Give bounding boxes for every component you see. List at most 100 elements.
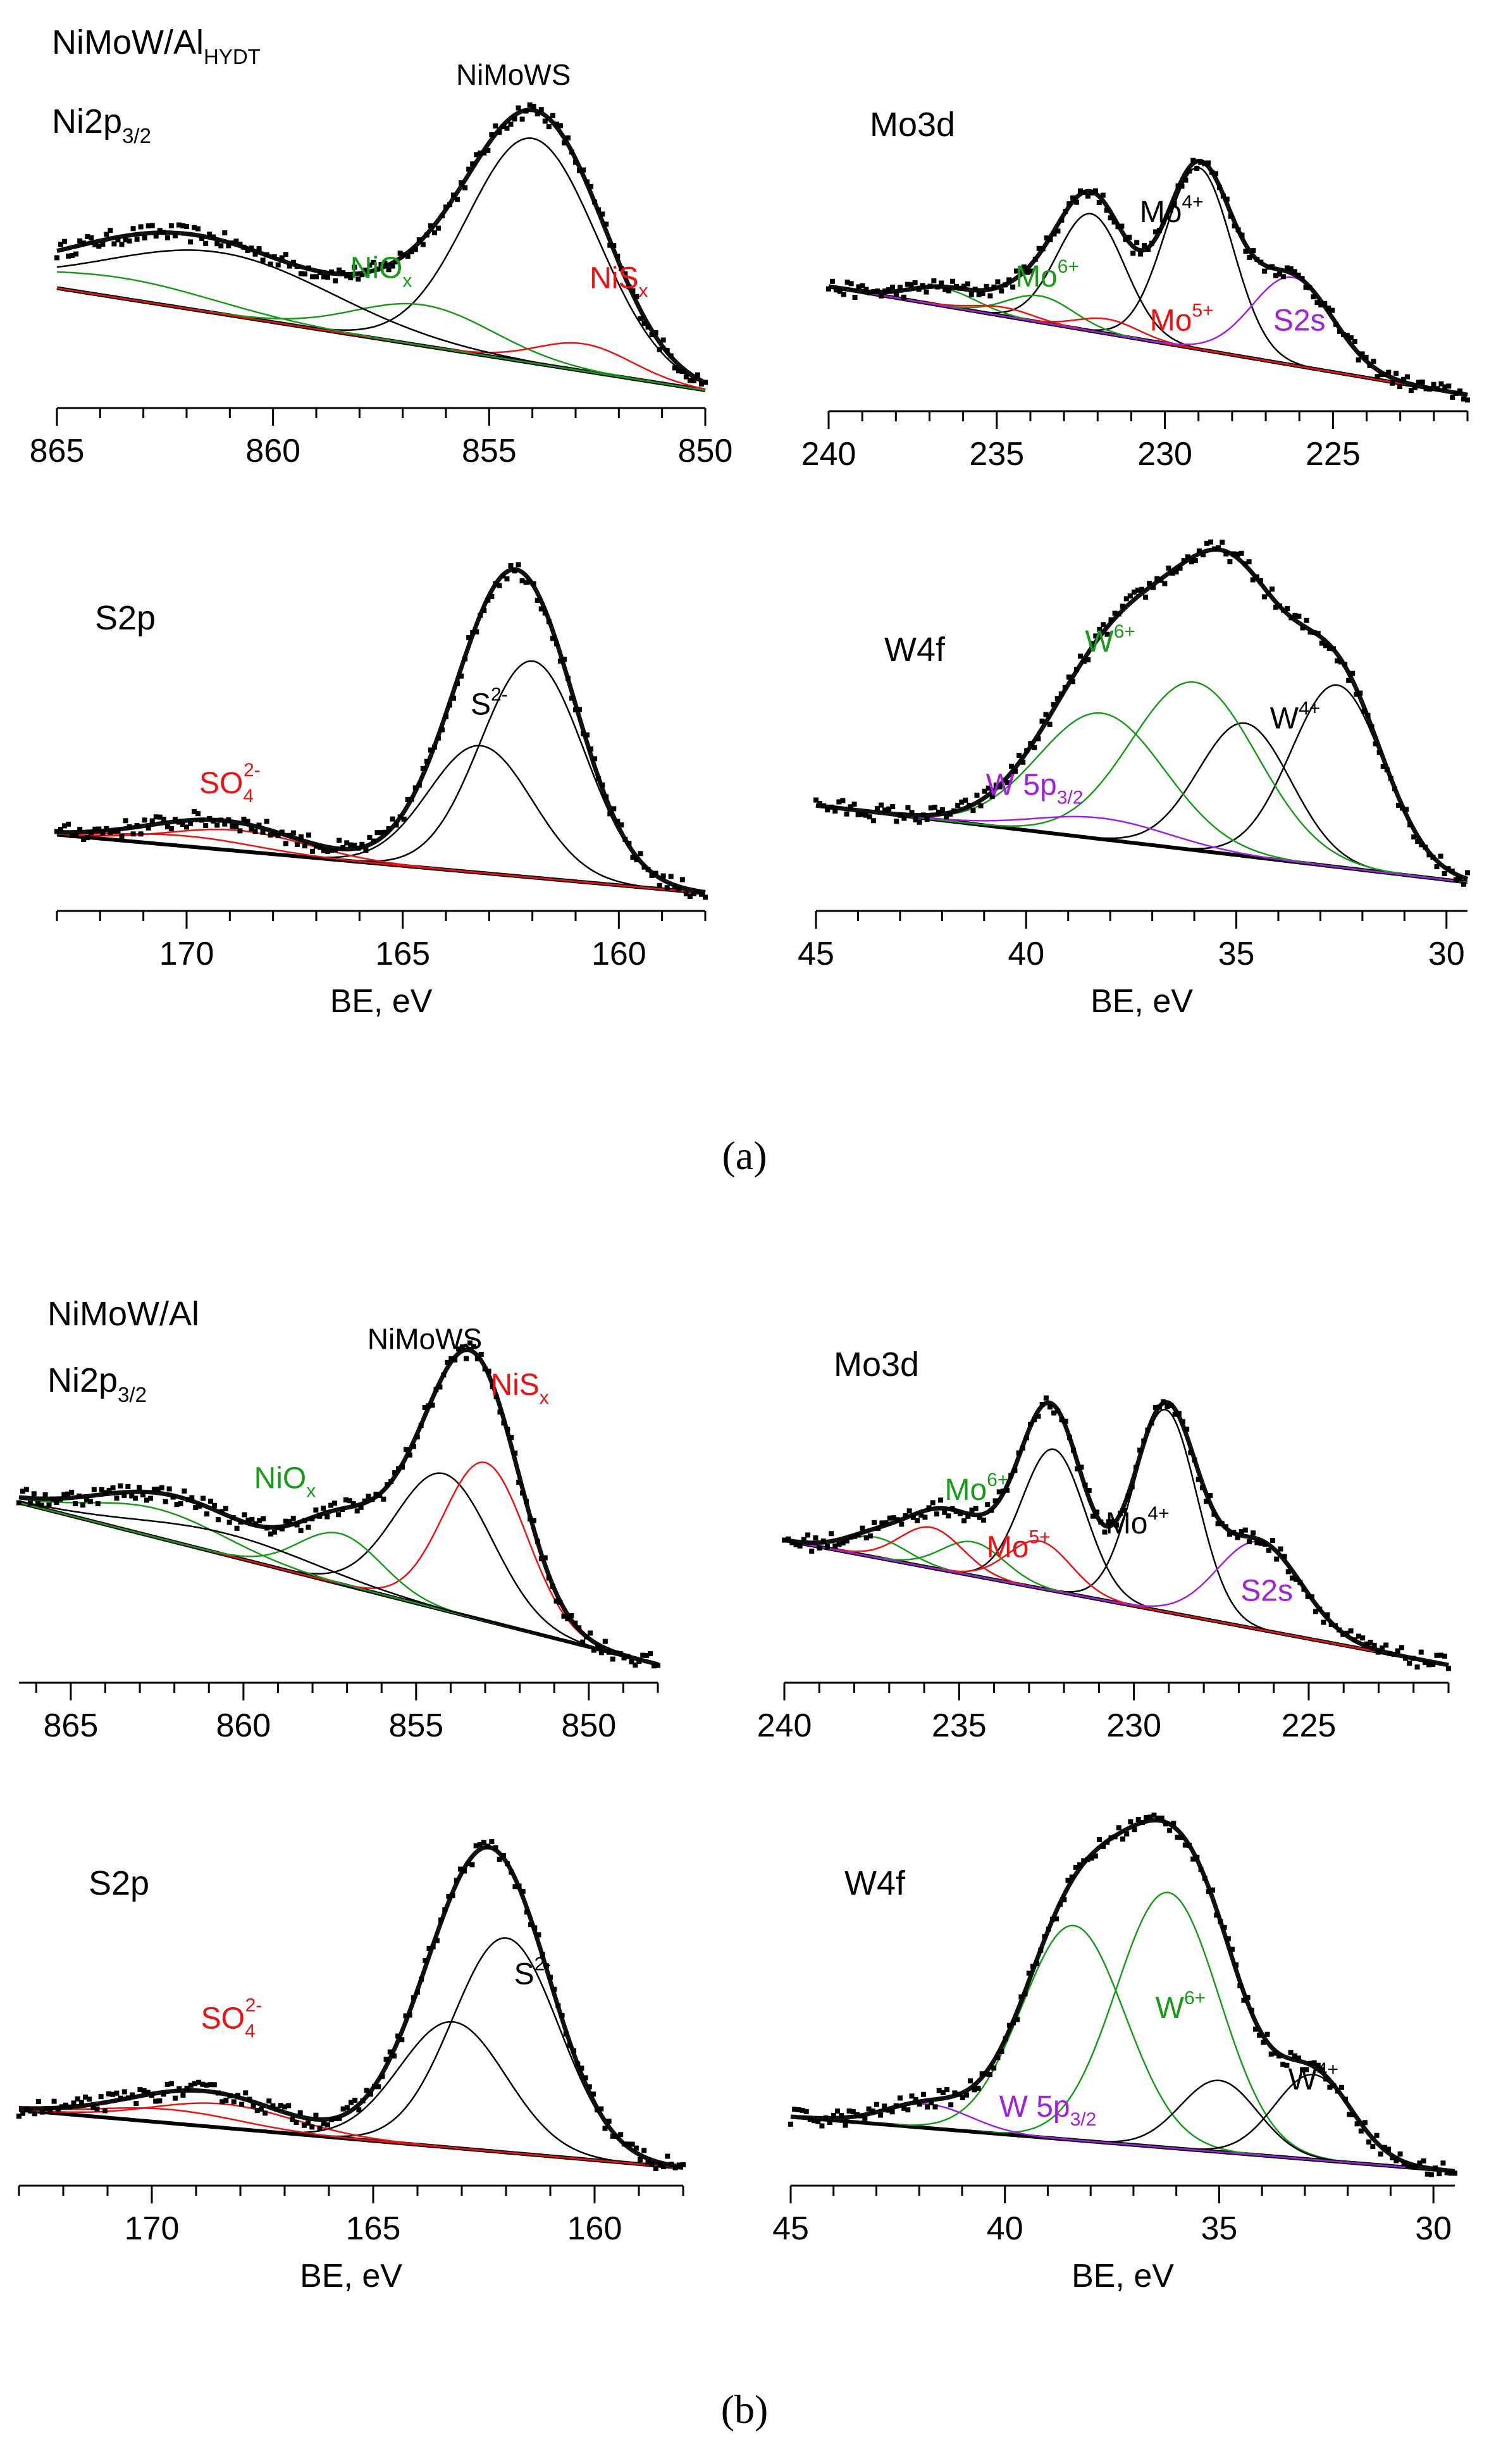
data-point [455,197,460,202]
data-point [1386,2146,1391,2152]
data-point [1142,243,1147,249]
peak-w6-4f7-2 [790,1891,1455,2172]
data-point [397,814,403,820]
data-point [1030,1964,1035,1969]
data-point [683,374,689,380]
data-point [926,1505,932,1511]
data-point [1120,1836,1125,1842]
data-point [367,262,373,268]
data-point [1147,1814,1153,1820]
data-point [629,2141,635,2147]
data-point [1106,1519,1111,1525]
data-point [1104,1840,1110,1845]
peak-mo5-b [784,1526,1449,1666]
data-point [1390,2155,1395,2160]
data-point [456,1346,462,1352]
data-point [1270,264,1275,269]
data-point [1216,545,1221,550]
data-point [703,380,708,385]
data-point [835,2108,841,2114]
data-point [1094,1509,1100,1515]
data-point [815,2119,821,2124]
data-point [626,841,632,846]
data-point [195,226,201,232]
data-point [1092,188,1098,194]
data-point [1075,1466,1080,1471]
data-point [58,242,64,247]
data-point [1218,1919,1223,1924]
x-tick-label: 240 [757,1707,812,1744]
data-point [434,1938,440,1943]
data-point [1380,1645,1385,1651]
data-point [1009,764,1014,769]
data-point [968,292,974,297]
peak-s2-b [56,745,706,894]
data-point [226,817,232,823]
data-point [1332,1623,1338,1628]
data-point [140,1492,146,1497]
data-point [653,330,658,336]
data-point [634,294,639,299]
data-point [1047,1404,1053,1410]
data-point [846,2108,852,2114]
data-point [149,223,155,228]
data-point [1344,333,1350,338]
data-point [239,2102,245,2107]
data-point [344,273,350,279]
data-point [957,1511,963,1516]
panel-title: W4f [844,1864,906,1902]
data-point [1036,245,1042,251]
data-point [208,1499,213,1504]
data-point [542,118,548,124]
data-point [611,806,617,812]
panel-a-mo3d: 240 235 230 225 Mo3d Mo4+ Mo6+ Mo5+ S2s [801,106,1470,473]
data-point [855,812,861,817]
data-point [500,1853,506,1859]
data-point [1221,1924,1227,1930]
data-point [592,756,598,762]
data-point [1292,2053,1297,2058]
data-point [1139,1820,1145,1826]
x-tick-label: 30 [1428,936,1465,972]
data-point [561,140,567,145]
data-point [1397,383,1403,389]
data-point [531,1518,536,1523]
data-point [133,1495,139,1501]
data-point [1047,237,1053,242]
data-point [321,2121,326,2127]
data-point [984,283,989,289]
data-point [1039,1402,1045,1408]
data-point [553,121,559,127]
data-point [347,1498,352,1504]
data-point [1452,2170,1457,2176]
data-point [559,2012,565,2018]
data-point [218,817,224,823]
x-tick-label: 45 [772,2210,809,2247]
panel-b-mo3d: 240 235 230 225 Mo3d Mo4+ Mo6+ Mo5+ S2s [757,1346,1451,1744]
data-point [230,240,235,246]
data-point [999,288,1004,294]
data-point [823,2115,829,2120]
data-point [474,152,479,158]
data-point [1039,718,1045,724]
data-point [598,2106,604,2112]
x-tick-label: 225 [1282,1707,1337,1744]
data-point [27,1501,33,1506]
data-point [852,1533,858,1539]
data-point [77,238,83,244]
data-point [268,261,273,267]
data-point [275,262,281,268]
data-point [870,2108,875,2114]
data-point [657,882,662,888]
data-point [1196,1477,1201,1482]
data-point [944,814,949,820]
data-point [441,1372,447,1378]
data-point [1206,1889,1211,1895]
data-point [70,833,75,838]
data-point [418,1423,424,1428]
data-point [1135,587,1140,593]
data-point [237,241,243,247]
data-point [218,243,224,249]
data-point [230,1515,236,1521]
data-point [1373,741,1378,746]
